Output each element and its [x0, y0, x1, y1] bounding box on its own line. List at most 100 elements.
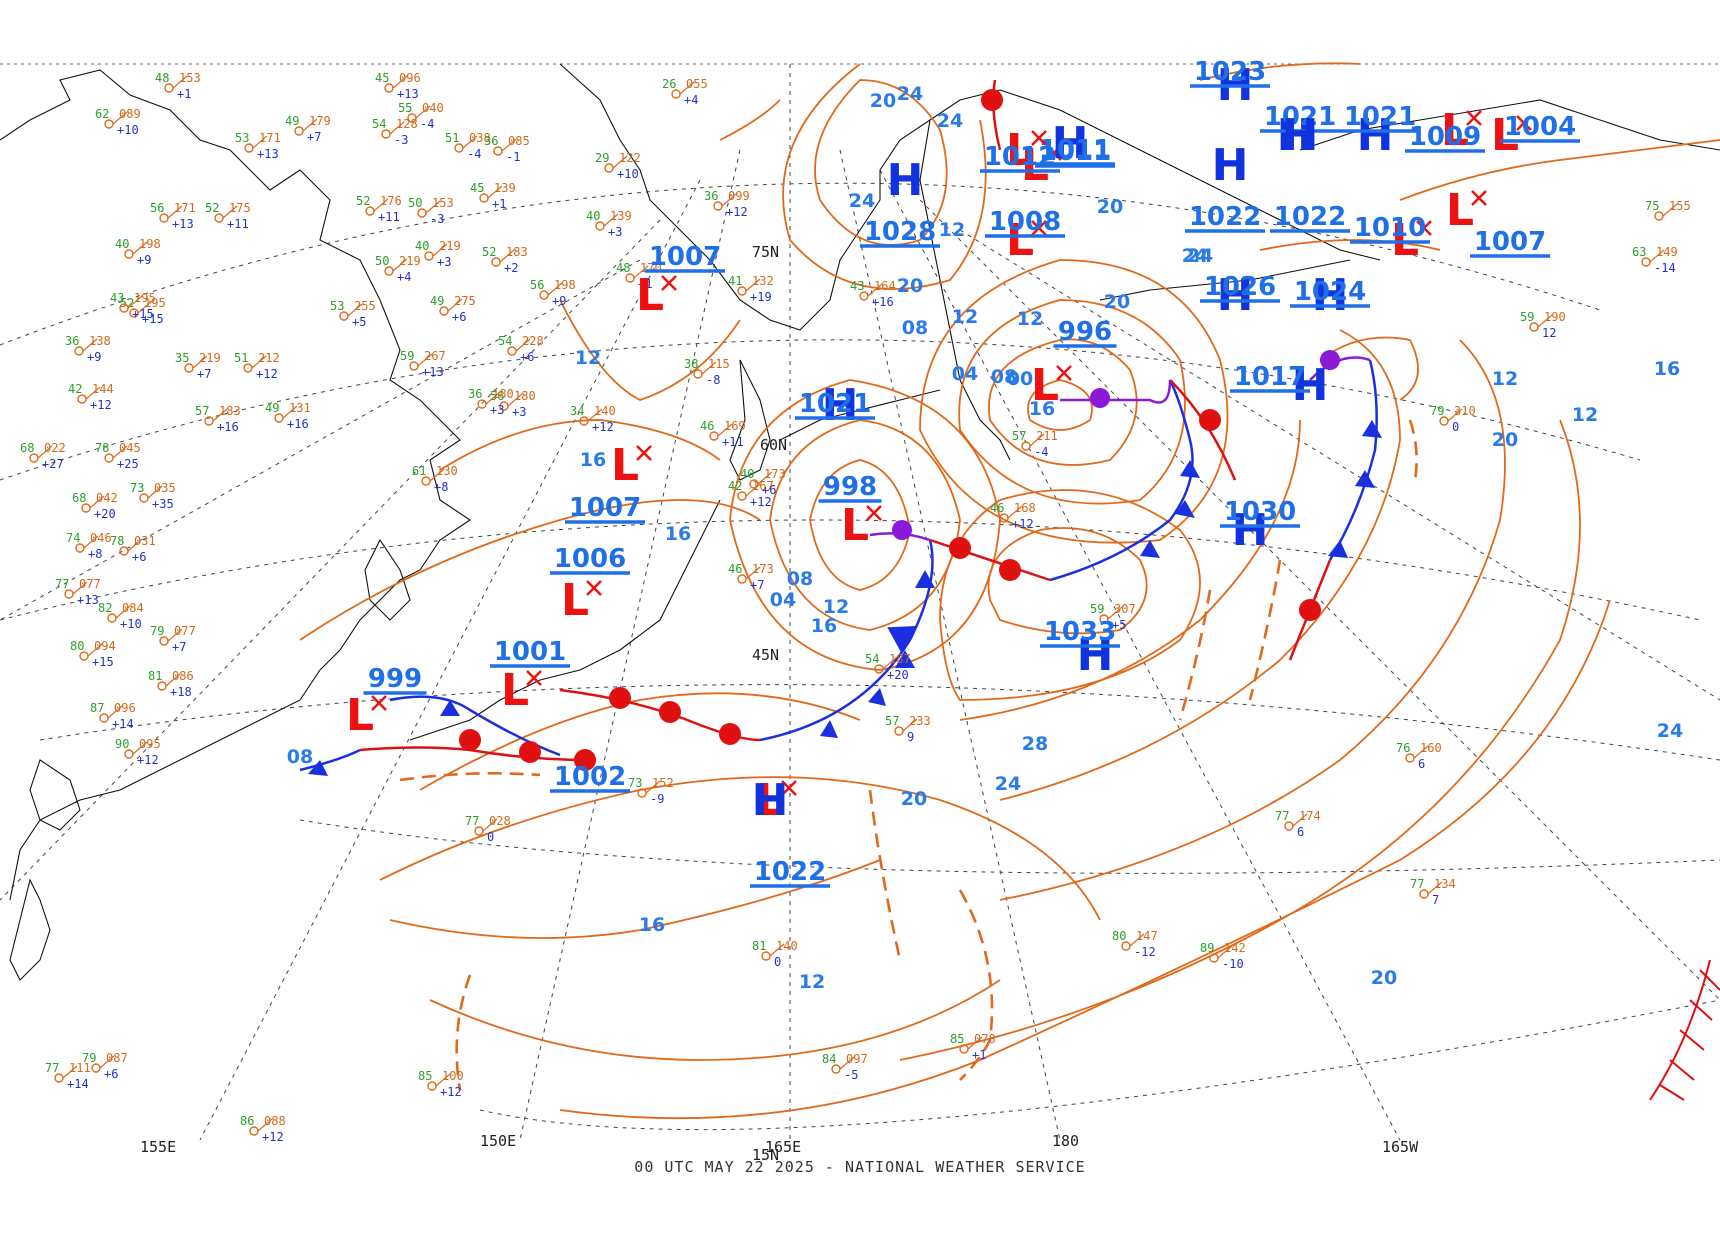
station-pressure-change: +27: [42, 457, 64, 471]
high-symbol: H: [1357, 110, 1394, 161]
station-temperature: 40: [415, 239, 429, 253]
pressure-value: 999: [368, 664, 422, 694]
low-symbol: L: [561, 575, 589, 626]
lat-lon-grid: [0, 64, 1720, 1150]
station-temperature: 73: [130, 481, 144, 495]
station-plot: 40 139 +3: [586, 209, 632, 239]
wind-barb: [282, 405, 298, 419]
isobar-value-label: 12: [823, 596, 849, 618]
occluded-front: [1309, 356, 1371, 381]
station-circle: [625, 273, 635, 283]
station-circle: [595, 221, 605, 231]
wind-barb: [485, 391, 501, 405]
station-pressure: 171: [259, 131, 281, 145]
isobar-value-label: 00: [1007, 368, 1033, 390]
station-pressure-change: -12: [1134, 945, 1156, 959]
wind-barb: [82, 338, 98, 352]
station-pressure-change: -10: [1222, 957, 1244, 971]
station-plot: 45 096 +13: [375, 71, 421, 101]
wind-barb: [435, 1073, 451, 1087]
station-plot: 43 164 +16: [850, 279, 896, 309]
station-temperature: 56: [530, 278, 544, 292]
wind-barb: [1292, 813, 1308, 827]
station-pressure-change: +11: [378, 210, 400, 224]
station-temperature: 29: [595, 151, 609, 165]
station-pressure-change: +3: [512, 405, 526, 419]
station-pressure: 028: [489, 814, 511, 828]
station-plot: 82 084 +10: [98, 601, 144, 631]
isobar-value-label: 12: [1017, 308, 1043, 330]
high-symbol: H: [1077, 630, 1114, 681]
station-pressure: 219: [399, 254, 421, 268]
station-plot: 81 140 0: [752, 939, 798, 969]
cold-front-barb: [440, 700, 460, 716]
station-plot: 43 195 +15: [110, 291, 156, 321]
high-symbol: H: [1212, 140, 1249, 191]
station-plot: 26 055 +4: [662, 77, 708, 107]
asia-coast: [0, 69, 471, 901]
wind-barb: [499, 249, 515, 263]
station-pressure-change: +7: [172, 640, 186, 654]
station-plot: 77 028 0: [465, 814, 511, 844]
station-pressure: 153: [179, 71, 201, 85]
pressure-value: 1009: [1409, 122, 1481, 152]
station-pressure: 138: [89, 334, 111, 348]
station-plot: 35 219 +7: [175, 351, 221, 381]
meridian-line: [879, 169, 1401, 1141]
station-pressure-change: +1: [492, 197, 506, 211]
pressure-value: 1007: [569, 493, 641, 523]
station-plot: 59 190 12: [1520, 310, 1566, 340]
station-temperature: 85: [950, 1032, 964, 1046]
station-plot: 56 180+3: [490, 389, 536, 419]
grid-labels: 155E 150E 165E 180 165W 75N 60N 45N 15N: [140, 243, 1419, 1164]
wind-barb: [701, 361, 717, 375]
wind-barb: [769, 943, 785, 957]
cold-front: [299, 748, 361, 772]
station-temperature: 57: [195, 404, 209, 418]
station-temperature: 85: [418, 1069, 432, 1083]
station-pressure: 085: [508, 134, 530, 148]
station-circle: [417, 208, 427, 218]
station-plot: 73 035 +35: [130, 481, 176, 511]
wind-barb: [745, 566, 761, 580]
station-plot: 75 155: [1645, 199, 1691, 221]
wind-barb: [392, 258, 408, 272]
station-plot: 63 149 -14: [1632, 245, 1678, 275]
low-pressure-center: L 996: [1031, 317, 1117, 411]
station-pressure-change: 0: [487, 830, 494, 844]
station-pressure: 086: [172, 669, 194, 683]
station-pressure-change: +12: [256, 367, 278, 381]
stationary-front: [1649, 959, 1720, 1101]
station-plot: 53 171 +13: [235, 131, 281, 161]
station-circle: [159, 636, 169, 646]
station-plot: 77 077 +13: [55, 577, 101, 607]
wind-barb: [127, 538, 143, 552]
station-circle: [119, 546, 129, 556]
wind-barb: [415, 105, 431, 119]
meridian-line: [839, 149, 1061, 1141]
wind-barb: [132, 741, 148, 755]
station-plot: 52 195+15: [120, 296, 166, 326]
station-plot: 86 088 +12: [240, 1114, 286, 1144]
isobar-value-label: 16: [639, 914, 665, 936]
wind-barb: [392, 75, 408, 89]
isobar: [958, 299, 1186, 505]
station-pressure: 055: [686, 77, 708, 91]
station-pressure: 088: [264, 1114, 286, 1128]
isobar: [1027, 379, 1093, 431]
wind-barb: [645, 780, 661, 794]
trough-line: [1248, 559, 1282, 701]
pressure-value: 1026: [1204, 272, 1276, 302]
isobar: [999, 339, 1506, 901]
station-plot: 29 122 +10: [595, 151, 641, 181]
station-pressure-change: +11: [722, 435, 744, 449]
station-plot: 40 219 +3: [415, 239, 461, 269]
pressure-value: 1022: [754, 857, 826, 887]
wind-barb: [99, 1055, 115, 1069]
station-circle: [91, 1063, 101, 1073]
